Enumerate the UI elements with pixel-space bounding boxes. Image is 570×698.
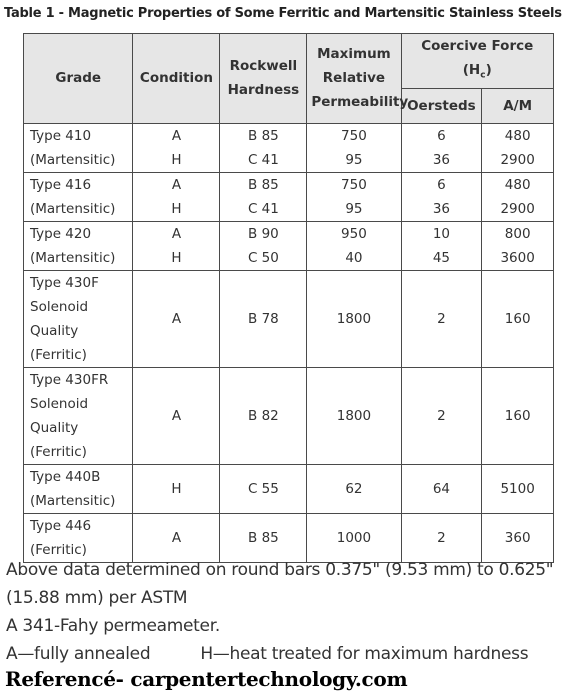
legend-heat-treated: H—heat treated for maximum hardness <box>200 644 529 664</box>
cell-grade: Type 440B (Martensitic) <box>22 463 134 514</box>
table-row: Type 416 (Martensitic) A H B 85 C 41 750 95 6 36 4… <box>22 171 554 222</box>
cell-permeability: 950 40 <box>306 220 402 271</box>
cell-permeability: 750 95 <box>306 171 402 222</box>
table-notes: Above data determined on round bars 0.37… <box>6 556 566 668</box>
table-row: Type 420 (Martensitic) A H B 90 C 50 950 40 10 45… <box>22 220 554 271</box>
note-line-3: A 341-Fahy permeameter. <box>6 616 220 636</box>
table-row: Type 430FR Solenoid Quality (Ferritic) A B 82… <box>22 366 554 465</box>
header-am: A/M <box>481 87 554 124</box>
table-row: Type 430F Solenoid Quality (Ferritic) A B 78 1… <box>22 269 554 368</box>
cell-am: 800 3600 <box>481 220 554 271</box>
note-legend: A—fully annealed H—heat treated for maxim… <box>6 640 566 668</box>
cell-oersteds: 6 36 <box>400 171 483 222</box>
cell-condition: A <box>132 512 221 563</box>
magnetic-properties-table: Grade Condition Rockwell Hardness Maximum… <box>22 33 554 563</box>
cell-permeability: 1800 <box>306 269 402 368</box>
header-oersteds: Oersteds <box>400 87 483 124</box>
note-line-1: Above data determined on round bars 0.37… <box>6 560 554 580</box>
cell-permeability: 62 <box>306 463 402 514</box>
reference-caption: Referencé- carpentertechnology.com <box>5 667 408 691</box>
cell-condition: A <box>132 366 221 465</box>
header-grade: Grade <box>22 33 134 124</box>
cell-grade: Type 410 (Martensitic) <box>22 122 134 173</box>
cell-hardness: B 78 <box>219 269 308 368</box>
cell-oersteds: 2 <box>400 512 483 563</box>
cell-am: 360 <box>481 512 554 563</box>
cell-hardness: B 85 C 41 <box>219 122 308 173</box>
cell-hardness: C 55 <box>219 463 308 514</box>
header-rockwell-hardness: Rockwell Hardness <box>219 33 308 124</box>
cell-am: 480 2900 <box>481 171 554 222</box>
header-condition: Condition <box>132 33 221 124</box>
cell-grade: Type 416 (Martensitic) <box>22 171 134 222</box>
cell-oersteds: 2 <box>400 366 483 465</box>
cell-grade: Type 420 (Martensitic) <box>22 220 134 271</box>
cell-hardness: B 85 C 41 <box>219 171 308 222</box>
header-coercive-force: Coercive Force (Hc) <box>400 33 554 89</box>
cell-permeability: 1000 <box>306 512 402 563</box>
cell-oersteds: 10 45 <box>400 220 483 271</box>
cell-oersteds: 64 <box>400 463 483 514</box>
header-max-relative-permeability: Maximum Relative Permeability <box>306 33 408 124</box>
note-line-2: (15.88 mm) per ASTM <box>6 588 188 608</box>
cell-oersteds: 6 36 <box>400 122 483 173</box>
cell-grade: Type 430F Solenoid Quality (Ferritic) <box>22 269 134 368</box>
cell-hardness: B 82 <box>219 366 308 465</box>
cell-permeability: 750 95 <box>306 122 402 173</box>
cell-oersteds: 2 <box>400 269 483 368</box>
cell-permeability: 1800 <box>306 366 402 465</box>
cell-am: 160 <box>481 366 554 465</box>
cell-grade: Type 430FR Solenoid Quality (Ferritic) <box>22 366 134 465</box>
cell-hardness: B 85 <box>219 512 308 563</box>
table-row: Type 446 (Ferritic) A B 85 1000 2 360 <box>22 512 554 563</box>
legend-annealed: A—fully annealed <box>6 644 151 664</box>
cell-am: 5100 <box>481 463 554 514</box>
cell-condition: H <box>132 463 221 514</box>
cell-am: 480 2900 <box>481 122 554 173</box>
table-title: Table 1 - Magnetic Properties of Some Fe… <box>4 6 562 21</box>
cell-grade: Type 446 (Ferritic) <box>22 512 134 563</box>
cell-am: 160 <box>481 269 554 368</box>
cell-hardness: B 90 C 50 <box>219 220 308 271</box>
table-row: Type 440B (Martensitic) H C 55 62 64 5100 <box>22 463 554 514</box>
cell-condition: A <box>132 269 221 368</box>
table-row: Type 410 (Martensitic) A H B 85 C 41 750 95 6 36 4… <box>22 122 554 173</box>
